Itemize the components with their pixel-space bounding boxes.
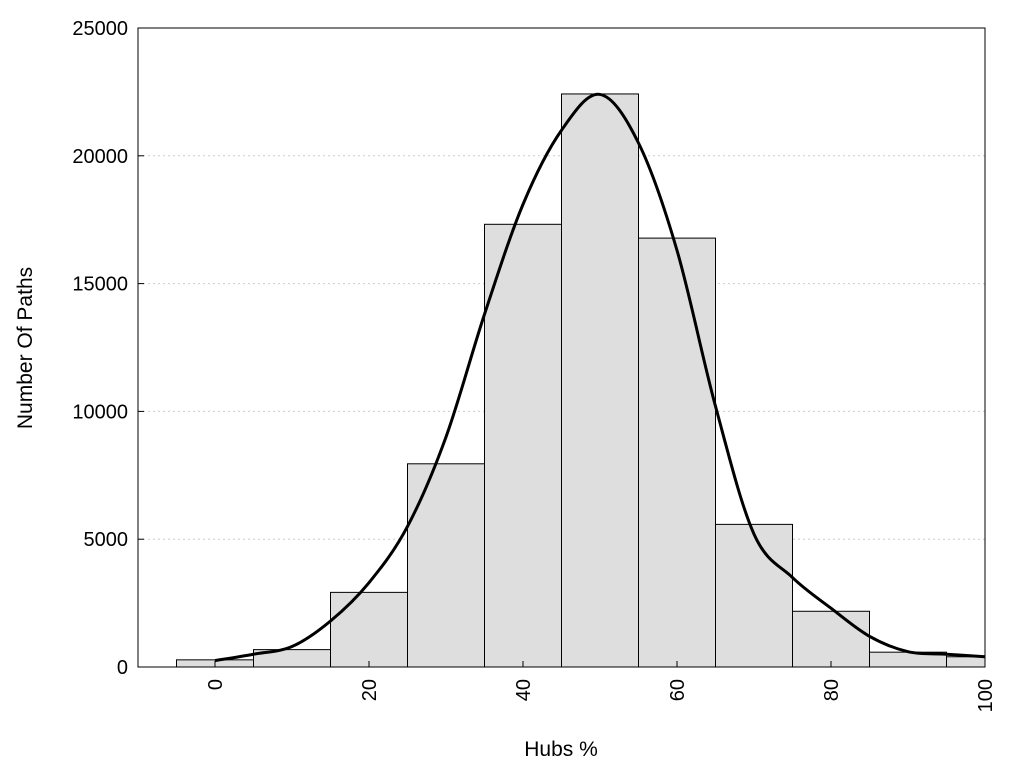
histogram-bar [484,223,562,668]
x-tick-label: 60 [667,679,689,701]
x-axis-ticks: 0 20 40 60 80 100 [205,661,997,712]
histogram-bar [715,523,793,668]
y-axis-ticks: 0 5000 10000 15000 20000 25000 [72,18,144,679]
histogram-bar [407,463,485,668]
x-tick-label: 100 [975,679,997,712]
histogram-bars [176,93,986,668]
x-tick-label: 40 [513,679,535,701]
histogram-bar [561,93,639,668]
grid-lines [138,155,985,540]
x-axis-label: Hubs % [524,738,598,761]
y-tick-label: 5000 [84,529,129,551]
x-tick-label: 0 [205,679,227,690]
histogram-bar [792,610,870,668]
density-curve [214,92,986,663]
x-tick-label: 20 [359,679,381,701]
plot-frame [137,27,986,668]
y-tick-label: 15000 [72,274,128,296]
y-tick-label: 25000 [72,18,128,40]
y-tick-label: 20000 [72,146,128,168]
y-tick-label: 0 [117,657,128,679]
y-axis-label: Number Of Paths [14,267,37,429]
histogram-bar [638,237,716,668]
histogram-bar [330,591,408,668]
histogram-bar [946,656,986,668]
x-tick-label: 80 [821,679,843,701]
y-tick-label: 10000 [72,401,128,423]
